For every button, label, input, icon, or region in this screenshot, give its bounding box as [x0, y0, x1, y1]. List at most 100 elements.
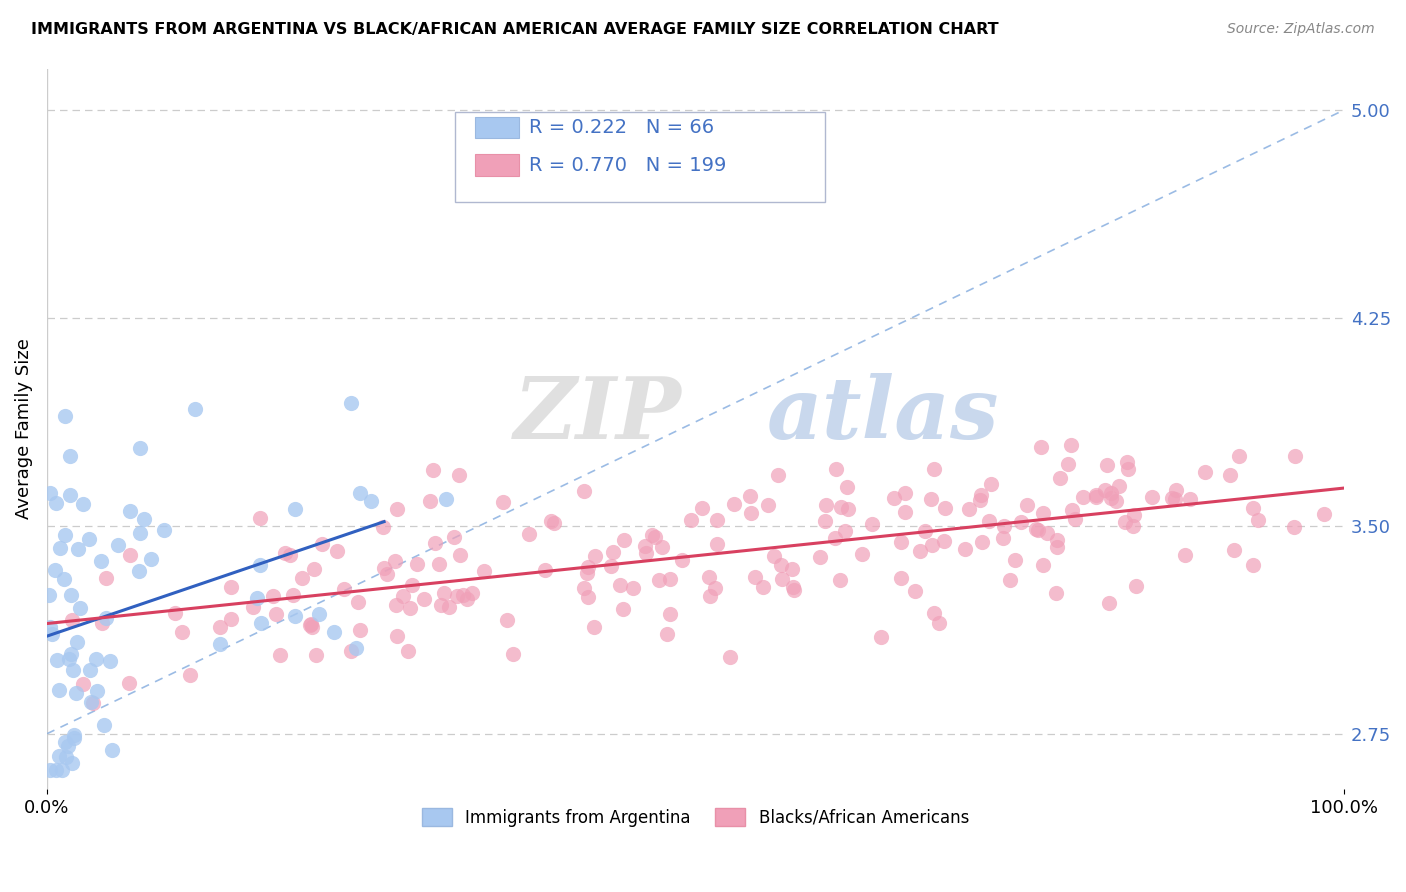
Point	[813, 514, 835, 528]
Point	[349, 623, 371, 637]
Point	[740, 489, 762, 503]
Point	[49, 541, 72, 556]
Point	[991, 532, 1014, 546]
Point	[385, 629, 408, 643]
Point	[692, 501, 714, 516]
Point	[449, 548, 471, 562]
Point	[44, 563, 66, 577]
Point	[969, 493, 991, 508]
Point	[90, 554, 112, 568]
Point	[446, 589, 468, 603]
Point	[63, 731, 86, 745]
Point	[828, 574, 851, 588]
Text: atlas: atlas	[766, 373, 1000, 456]
Point	[1073, 490, 1095, 504]
Point	[59, 647, 82, 661]
Point	[1057, 457, 1080, 471]
Point	[492, 495, 515, 509]
Point	[768, 467, 790, 482]
Point	[58, 652, 80, 666]
Point	[659, 572, 682, 586]
Point	[648, 573, 671, 587]
Point	[1174, 548, 1197, 562]
Point	[98, 654, 121, 668]
Point	[423, 536, 446, 550]
Point	[1026, 524, 1049, 538]
Point	[333, 582, 356, 596]
Point	[1194, 465, 1216, 479]
Point	[908, 543, 931, 558]
Point	[782, 580, 804, 594]
Text: Source: ZipAtlas.com: Source: ZipAtlas.com	[1227, 22, 1375, 37]
Point	[1116, 461, 1139, 475]
Point	[1114, 516, 1136, 530]
Point	[904, 584, 927, 599]
Point	[291, 571, 314, 585]
FancyBboxPatch shape	[456, 112, 825, 202]
Point	[129, 526, 152, 541]
Point	[718, 649, 741, 664]
Point	[412, 592, 434, 607]
Point	[1161, 491, 1184, 505]
Point	[1123, 508, 1146, 523]
Point	[60, 588, 83, 602]
Point	[79, 663, 101, 677]
Point	[284, 501, 307, 516]
Point	[1105, 493, 1128, 508]
Point	[82, 696, 104, 710]
Point	[979, 515, 1001, 529]
Point	[502, 647, 524, 661]
Point	[219, 581, 242, 595]
Point	[783, 583, 806, 598]
Point	[808, 549, 831, 564]
Point	[921, 538, 943, 552]
Point	[456, 592, 478, 607]
Point	[45, 496, 67, 510]
Point	[1062, 503, 1084, 517]
Text: R = 0.222   N = 66: R = 0.222 N = 66	[529, 118, 714, 137]
Point	[39, 486, 62, 500]
Point	[118, 676, 141, 690]
Point	[830, 500, 852, 514]
Point	[1219, 467, 1241, 482]
Point	[242, 599, 264, 614]
Point	[405, 557, 427, 571]
Point	[814, 498, 837, 512]
Point	[533, 563, 555, 577]
Point	[641, 528, 664, 542]
Point	[894, 505, 917, 519]
Point	[837, 501, 859, 516]
Point	[1049, 471, 1071, 485]
Point	[1004, 553, 1026, 567]
Point	[1097, 458, 1119, 473]
Point	[472, 564, 495, 578]
Point	[208, 619, 231, 633]
Point	[496, 613, 519, 627]
Point	[1060, 437, 1083, 451]
Point	[80, 695, 103, 709]
Point	[53, 735, 76, 749]
Point	[69, 601, 91, 615]
Point	[1164, 492, 1187, 507]
Point	[280, 549, 302, 563]
Point	[360, 493, 382, 508]
Point	[890, 571, 912, 585]
Point	[659, 607, 682, 621]
Point	[576, 560, 599, 574]
Point	[1227, 449, 1250, 463]
Point	[894, 485, 917, 500]
Point	[934, 500, 956, 515]
Point	[340, 396, 363, 410]
Point	[86, 683, 108, 698]
Point	[59, 488, 82, 502]
Point	[120, 548, 142, 562]
Point	[609, 578, 631, 592]
Point	[576, 590, 599, 604]
Legend: Immigrants from Argentina, Blacks/African Americans: Immigrants from Argentina, Blacks/Africa…	[413, 800, 977, 835]
Point	[780, 562, 803, 576]
Point	[1122, 519, 1144, 533]
Point	[1085, 490, 1108, 504]
Point	[1241, 558, 1264, 573]
Point	[634, 539, 657, 553]
Point	[851, 547, 873, 561]
